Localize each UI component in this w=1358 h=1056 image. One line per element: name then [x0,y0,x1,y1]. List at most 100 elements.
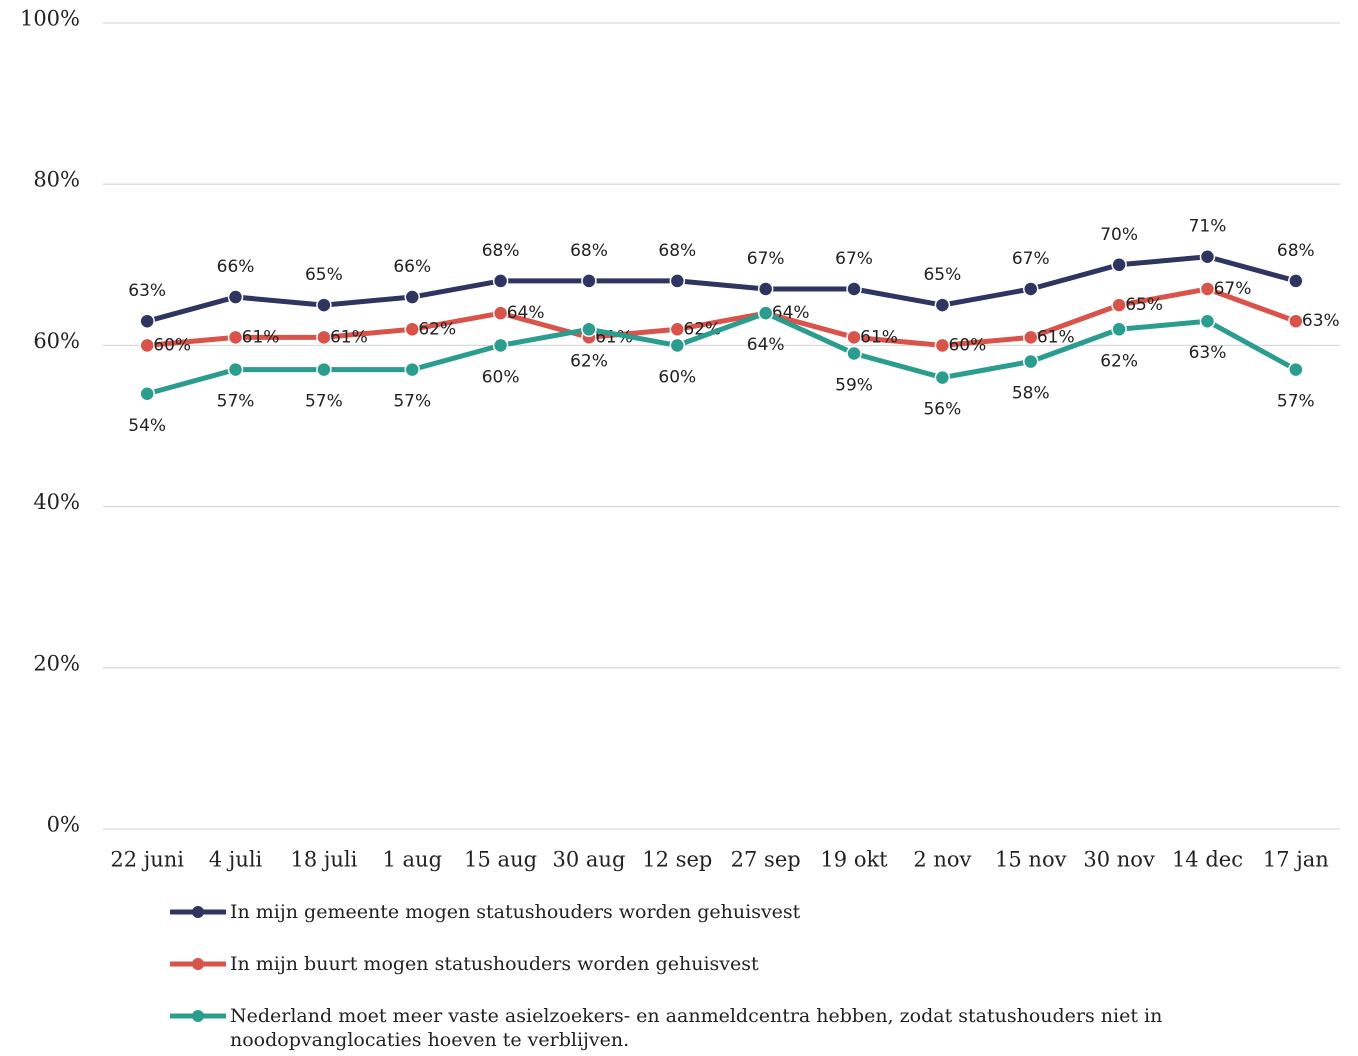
data-label: 60% [482,367,520,387]
y-tick-label: 40% [33,490,80,514]
data-point [492,305,509,321]
data-point [934,297,951,313]
data-point [669,337,686,354]
data-label: 70% [1100,225,1138,245]
data-point [404,289,420,305]
data-label: 66% [393,257,431,277]
data-point [1111,321,1127,338]
data-label: 66% [217,257,255,277]
data-point [1023,329,1039,346]
data-label: 64% [507,303,545,323]
y-tick-label: 20% [33,651,80,675]
data-point [492,273,509,289]
data-point [227,329,244,346]
data-point [1199,248,1216,265]
data-label: 65% [1125,295,1163,315]
data-point [139,313,155,329]
x-tick-label: 17 jan [1263,848,1329,872]
series-line [146,310,1298,397]
legend-label: Nederland moet meer vaste asielzoekers- … [230,1005,1163,1051]
data-label: 61% [1037,327,1075,347]
data-label: 57% [217,392,255,412]
data-point [1111,257,1127,273]
y-tick-label: 0% [47,813,80,837]
data-point [404,321,420,338]
x-tick-label: 19 okt [820,848,888,872]
data-point [846,329,862,346]
data-point [934,369,951,386]
data-point [757,281,774,297]
data-point [846,345,862,362]
data-point [1199,281,1216,297]
data-label: 60% [153,335,191,355]
data-point [1023,281,1039,297]
data-point [227,361,244,378]
data-label: 67% [747,249,785,269]
x-tick-label: 4 juli [209,848,263,872]
data-label: 62% [418,319,456,339]
data-label: 57% [305,392,343,412]
series-line [146,286,1297,348]
legend-label: In mijn gemeente mogen statushouders wor… [230,901,801,923]
data-point [139,386,155,402]
x-tick-label: 15 aug [464,848,537,872]
data-point [227,289,244,305]
data-label: 61% [330,327,368,347]
data-point [757,305,774,321]
legend-label: In mijn buurt mogen statushouders worden… [230,953,759,975]
data-label: 61% [242,327,280,347]
legend-marker [192,1010,204,1022]
data-point [139,337,155,354]
y-tick-label: 60% [33,329,80,353]
x-tick-label: 14 dec [1172,848,1243,872]
data-label: 65% [923,265,961,285]
data-label: 54% [128,416,166,436]
data-point [1199,313,1216,329]
data-label: 56% [923,400,961,420]
data-label: 68% [658,241,696,261]
legend-marker [192,906,204,918]
x-tick-label: 22 juni [110,848,184,872]
x-tick-label: 30 aug [553,848,626,872]
x-tick-label: 18 juli [290,848,357,872]
data-point [846,281,862,297]
x-tick-label: 27 sep [731,848,801,872]
data-point [404,361,420,378]
x-tick-label: 2 nov [913,848,971,872]
data-point [1111,297,1127,313]
data-point [669,273,686,289]
data-point [492,337,509,354]
x-tick-label: 12 sep [642,848,712,872]
data-point [1023,353,1039,370]
data-label: 68% [1277,241,1315,261]
data-label: 67% [1012,249,1050,269]
data-label: 71% [1189,217,1227,237]
data-label: 62% [570,351,608,371]
data-point [1288,273,1304,289]
data-label: 65% [305,265,343,285]
y-tick-label: 80% [33,168,80,192]
data-point [581,321,597,338]
data-label: 60% [948,335,986,355]
data-label: 67% [835,249,873,269]
data-point [669,321,686,338]
data-label: 57% [393,392,431,412]
x-tick-label: 30 nov [1083,848,1155,872]
data-label: 68% [570,241,608,261]
legend-marker [192,958,204,970]
series-line [146,254,1297,324]
data-point [1288,313,1304,329]
data-point [581,273,597,289]
data-label: 63% [1189,343,1227,363]
data-point [316,329,332,346]
data-label: 68% [482,241,520,261]
data-point [316,297,332,313]
data-label: 57% [1277,392,1315,412]
data-point [1288,361,1304,378]
data-label: 67% [1214,279,1252,299]
data-label: 61% [860,327,898,347]
x-tick-label: 1 aug [382,848,442,872]
x-tick-label: 15 nov [995,848,1067,872]
